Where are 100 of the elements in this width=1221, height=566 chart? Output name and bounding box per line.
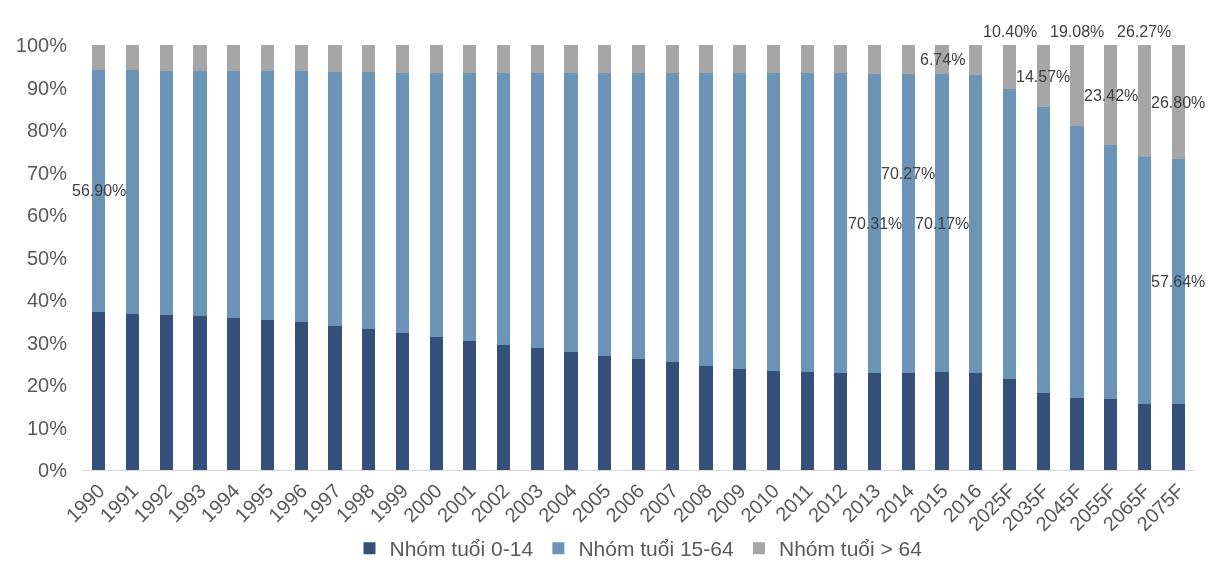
bar xyxy=(497,345,511,470)
bar xyxy=(126,313,140,470)
bar xyxy=(362,72,376,329)
bar xyxy=(497,45,511,74)
bar xyxy=(497,73,511,346)
bar xyxy=(1171,404,1185,470)
bar xyxy=(159,45,173,71)
bar xyxy=(631,359,646,470)
bar xyxy=(227,317,241,470)
bar xyxy=(665,73,679,363)
y-tick-label: 40% xyxy=(26,289,68,311)
bar xyxy=(1070,126,1084,399)
bar xyxy=(598,45,612,74)
bar xyxy=(463,73,477,341)
bar xyxy=(1002,45,1017,90)
bar xyxy=(1137,156,1151,404)
data-label: 10.40% xyxy=(983,23,1038,40)
bar xyxy=(631,73,646,360)
bar xyxy=(901,45,915,75)
bar xyxy=(665,362,679,470)
bar xyxy=(868,45,882,75)
bar xyxy=(834,73,848,373)
bar xyxy=(969,75,983,373)
bar xyxy=(328,45,342,72)
bar xyxy=(1104,144,1118,400)
legend-label: Nhóm tuổi 0-14 xyxy=(389,537,534,561)
bar xyxy=(766,73,780,371)
bar xyxy=(260,45,275,71)
bar xyxy=(800,371,814,470)
bar xyxy=(395,333,409,470)
data-label: 23.42% xyxy=(1084,87,1139,104)
bar xyxy=(463,340,477,470)
y-tick-label: 20% xyxy=(26,374,68,396)
bar xyxy=(969,45,983,76)
bar xyxy=(193,70,207,317)
bar xyxy=(530,348,544,470)
bar xyxy=(1036,107,1050,394)
bar xyxy=(126,70,140,314)
bar xyxy=(564,73,578,352)
bar xyxy=(901,372,915,470)
bar xyxy=(699,45,713,74)
y-tick-label: 90% xyxy=(26,76,68,99)
bar xyxy=(227,70,241,318)
y-tick-label: 10% xyxy=(26,416,68,439)
bar xyxy=(294,322,308,470)
bar xyxy=(834,372,848,470)
data-label: 26.80% xyxy=(1151,94,1206,111)
bar xyxy=(598,356,612,470)
bar xyxy=(159,314,173,470)
bar xyxy=(1104,399,1118,470)
bar xyxy=(92,45,106,71)
bar xyxy=(395,72,409,334)
data-label: 26.27% xyxy=(1117,23,1172,40)
bar xyxy=(429,45,443,74)
bar xyxy=(429,336,443,470)
bar xyxy=(126,45,140,71)
bar xyxy=(564,351,578,470)
bar xyxy=(463,45,477,74)
bar xyxy=(969,372,983,470)
bar xyxy=(766,45,780,74)
y-tick-label: 80% xyxy=(26,119,68,141)
bar xyxy=(92,311,106,470)
bar xyxy=(1070,45,1084,127)
bar xyxy=(193,45,207,71)
bar xyxy=(1070,398,1084,470)
bar xyxy=(800,45,814,74)
bar xyxy=(733,73,747,369)
y-tick-label: 50% xyxy=(26,246,68,269)
bar xyxy=(1002,89,1017,379)
bar xyxy=(800,73,814,372)
legend-label: Nhóm tuổi > 64 xyxy=(778,537,923,561)
bar xyxy=(362,328,376,470)
bar xyxy=(530,45,544,74)
bar xyxy=(631,45,646,74)
y-tick-label: 60% xyxy=(26,204,68,226)
bar xyxy=(598,73,612,357)
data-label: 14.57% xyxy=(1016,68,1071,85)
bar xyxy=(1002,378,1017,470)
bar xyxy=(665,45,679,74)
bar xyxy=(260,319,275,470)
bar xyxy=(1137,403,1151,470)
bar xyxy=(834,45,848,74)
bar xyxy=(733,368,747,470)
bar xyxy=(429,73,443,337)
bar xyxy=(328,71,342,326)
bar xyxy=(159,70,173,315)
data-label: 6.74% xyxy=(920,51,966,68)
data-label: 19.08% xyxy=(1050,23,1105,40)
bar xyxy=(260,70,275,320)
y-tick-label: 0% xyxy=(38,459,68,481)
y-tick-label: 100% xyxy=(15,34,68,56)
bar xyxy=(1137,45,1151,157)
bar xyxy=(935,372,949,470)
bar xyxy=(294,71,308,323)
bar xyxy=(733,45,747,74)
bar xyxy=(530,73,544,349)
bar xyxy=(868,373,882,470)
legend-label: Nhóm tuổi 15-64 xyxy=(578,537,734,561)
bar xyxy=(227,45,241,71)
bar xyxy=(395,45,409,73)
